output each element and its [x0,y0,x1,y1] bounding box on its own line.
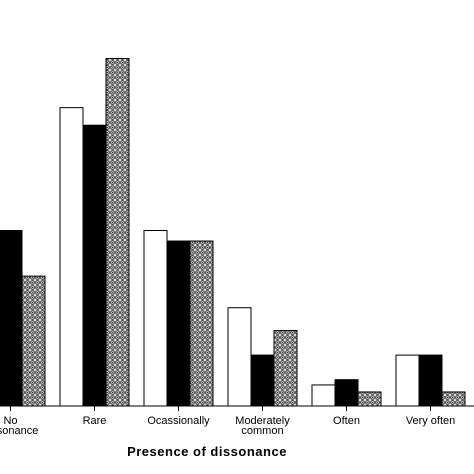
bar-2-series-1 [166,240,191,407]
bar-0-series-1 [0,230,23,407]
x-tick-label-2: Ocassionally [147,415,210,427]
x-axis-title: Presence of dissonance [127,444,287,459]
bar-2-series-2 [189,240,214,407]
bar-0-series-2 [21,275,46,407]
bar-1-series-0 [59,107,84,407]
bar-5-series-1 [418,354,443,407]
x-tick-label-4: Often [333,415,360,427]
bar-4-series-2 [357,391,382,407]
x-tick-label-1: Rare [83,415,107,427]
bar-3-series-2 [273,330,298,407]
bar-1-series-1 [82,124,107,407]
x-tick-label-3: Moderately common [235,415,290,437]
bar-5-series-2 [441,391,466,407]
bar-3-series-0 [227,307,252,407]
x-tick-label-5: Very often [406,415,456,427]
bar-5-series-0 [395,354,420,407]
x-tick-label-0: Nodissonance [0,415,38,437]
x-ticks-layer [10,406,431,411]
bars-layer [0,58,466,407]
bar-4-series-1 [334,379,359,407]
bar-1-series-2 [105,58,130,407]
bar-2-series-0 [143,230,168,407]
bar-4-series-0 [311,384,336,407]
x-tick-labels: Nodissonance Rare Ocassionally Moderatelyco… [0,415,455,437]
bar-3-series-1 [250,354,275,407]
